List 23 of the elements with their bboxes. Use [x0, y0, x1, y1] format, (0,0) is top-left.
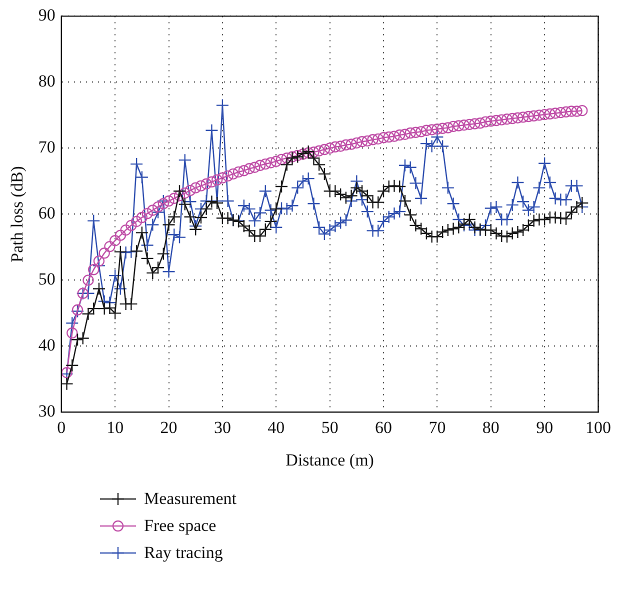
x-axis-title: Distance (m)	[286, 450, 374, 470]
x-tick-label: 90	[536, 418, 554, 437]
x-tick-label: 40	[268, 418, 285, 437]
x-tick-label: 50	[321, 418, 338, 437]
y-tick-label: 70	[38, 138, 56, 157]
y-tick-label: 90	[38, 6, 56, 25]
x-tick-label: 10	[106, 418, 124, 437]
legend-label: Measurement	[144, 488, 237, 508]
x-tick-label: 60	[375, 418, 392, 437]
x-tick-label: 20	[160, 418, 178, 437]
x-tick-label: 70	[428, 418, 446, 437]
x-tick-label: 80	[482, 418, 500, 437]
legend-label: Free space	[144, 516, 216, 536]
legend-label: Ray tracing	[144, 542, 223, 562]
y-tick-label: 80	[38, 72, 56, 91]
y-tick-label: 50	[38, 270, 56, 289]
x-tick-label: 30	[214, 418, 231, 437]
y-tick-label: 60	[38, 204, 56, 223]
y-tick-label: 30	[38, 402, 56, 421]
y-axis-title: Path loss (dB)	[8, 166, 27, 262]
y-tick-label: 40	[38, 336, 56, 355]
x-tick-label: 0	[57, 418, 66, 437]
x-tick-label: 100	[586, 418, 611, 437]
